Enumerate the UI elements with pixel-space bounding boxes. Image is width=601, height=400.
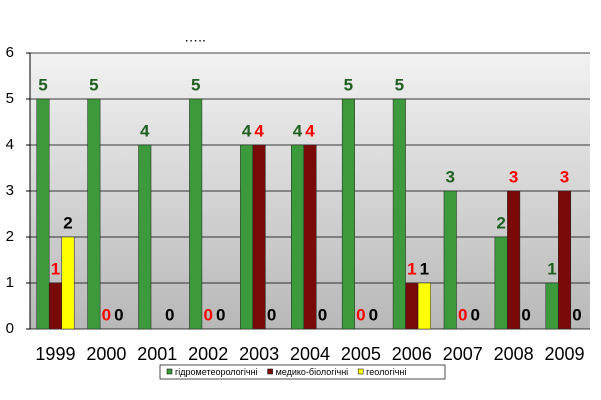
- value-label: 1: [51, 259, 60, 278]
- value-label: 2: [63, 213, 72, 232]
- x-tick-label: 2003: [239, 344, 279, 364]
- legend-label: геологічні: [366, 367, 406, 377]
- bar: [392, 98, 406, 330]
- value-label: 1: [420, 259, 429, 278]
- bar: [405, 282, 419, 330]
- value-label: 0: [572, 305, 581, 324]
- x-tick-label: 2000: [86, 344, 126, 364]
- legend-swatch: [166, 368, 173, 375]
- bar: [545, 282, 559, 330]
- value-label: 4: [140, 121, 150, 140]
- value-label: 4: [305, 121, 315, 140]
- value-label: 0: [267, 305, 276, 324]
- x-tick-label: 2004: [290, 344, 330, 364]
- value-label: 0: [203, 305, 212, 324]
- bar: [138, 144, 152, 330]
- bar: [303, 144, 317, 330]
- y-tick-label: 6: [6, 44, 14, 61]
- bar: [87, 98, 101, 330]
- value-label: 0: [458, 305, 467, 324]
- bar: [36, 98, 50, 330]
- value-label: 3: [445, 167, 454, 186]
- y-tick-label: 1: [6, 274, 14, 291]
- bar: [252, 144, 266, 330]
- value-label: 0: [102, 305, 111, 324]
- x-tick-label: 2006: [392, 344, 432, 364]
- bar: [417, 282, 431, 330]
- value-label: 2: [496, 213, 505, 232]
- x-tick-label: 2009: [545, 344, 585, 364]
- value-label: 3: [509, 167, 518, 186]
- bar: [341, 98, 355, 330]
- bar: [558, 190, 572, 330]
- value-label: 4: [254, 121, 264, 140]
- value-label: 0: [165, 305, 174, 324]
- value-label: 1: [547, 259, 556, 278]
- value-label: 0: [356, 305, 365, 324]
- x-tick-label: 2001: [137, 344, 177, 364]
- bar: [240, 144, 254, 330]
- x-tick-label: 1999: [35, 344, 75, 364]
- value-label: 0: [369, 305, 378, 324]
- x-tick-label: 2002: [188, 344, 228, 364]
- y-tick-label: 2: [6, 228, 14, 245]
- y-tick-label: 3: [6, 182, 14, 199]
- value-label: 5: [38, 75, 47, 94]
- x-tick-label: 2005: [341, 344, 381, 364]
- value-label: 5: [395, 75, 404, 94]
- value-label: 5: [344, 75, 353, 94]
- value-label: 0: [216, 305, 225, 324]
- value-label: 0: [470, 305, 479, 324]
- value-label: 5: [191, 75, 200, 94]
- bar: [189, 98, 203, 330]
- bar: [494, 236, 508, 330]
- bar: [291, 144, 304, 330]
- bar: [507, 190, 521, 330]
- legend-label: медико-біологічні: [276, 367, 349, 377]
- x-tick-label: 2007: [443, 344, 483, 364]
- value-label: 0: [318, 305, 327, 324]
- x-tick-label: 2008: [494, 344, 534, 364]
- value-label: 1: [407, 259, 416, 278]
- legend: [159, 364, 446, 380]
- bar: [48, 282, 62, 330]
- legend-swatch: [267, 368, 273, 375]
- bar: [443, 190, 457, 330]
- value-label: 0: [114, 305, 123, 324]
- y-tick-label: 5: [6, 90, 14, 107]
- value-label: 5: [89, 75, 98, 94]
- bar: [61, 236, 75, 330]
- value-label: 4: [293, 121, 303, 140]
- chart-title: …..: [184, 29, 206, 45]
- legend-swatch: [357, 368, 364, 375]
- value-label: 0: [521, 305, 530, 324]
- value-label: 4: [242, 121, 252, 140]
- y-tick-label: 4: [6, 136, 14, 153]
- value-label: 3: [560, 167, 569, 186]
- y-tick-label: 0: [6, 320, 14, 337]
- legend-label: гідрометеорологічні: [175, 367, 258, 377]
